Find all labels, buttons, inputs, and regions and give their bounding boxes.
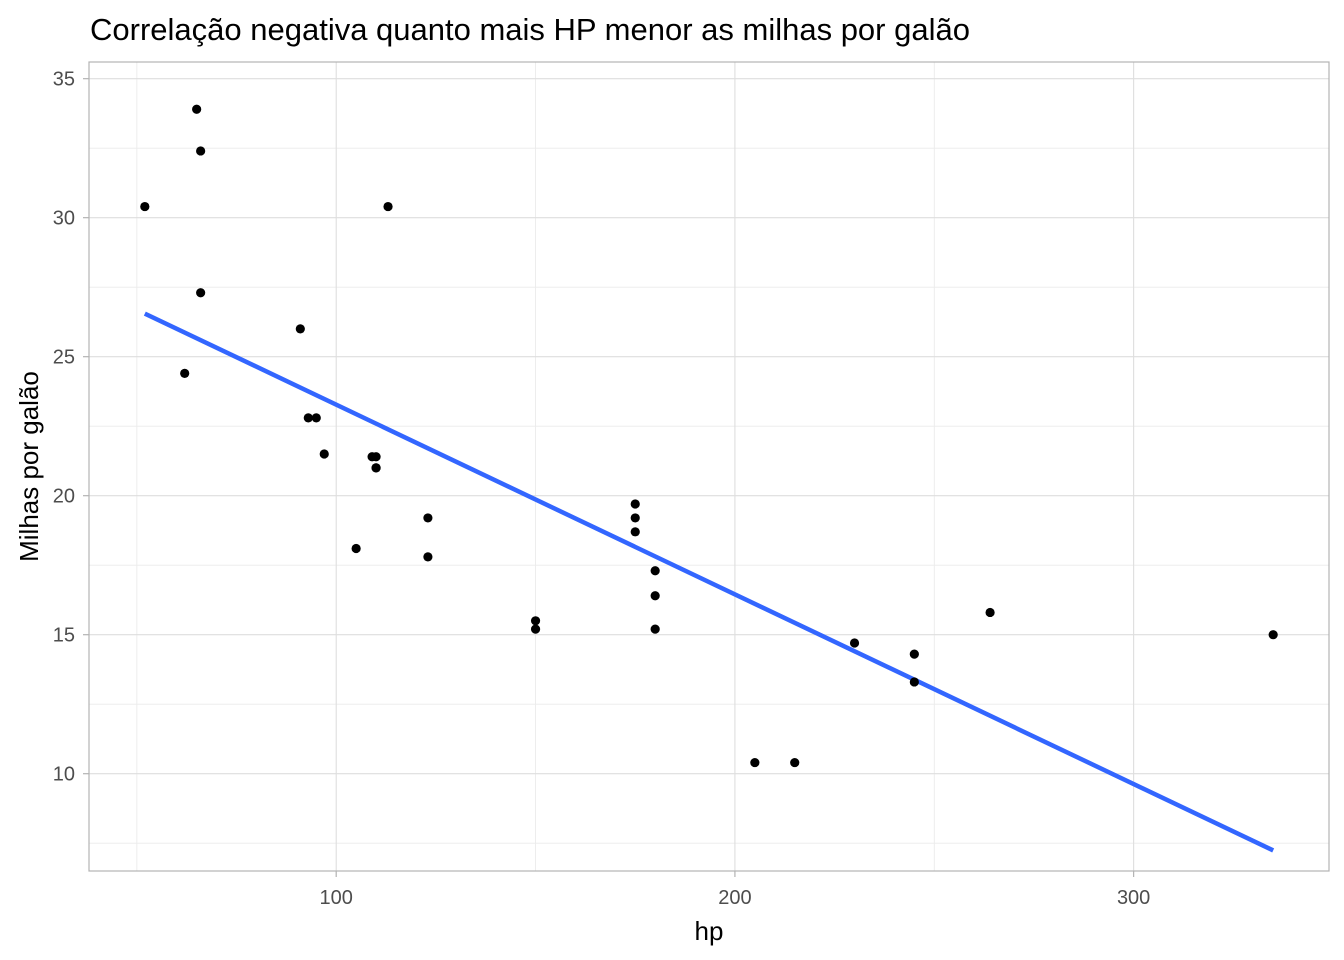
data-point bbox=[295, 324, 305, 334]
y-tick-label: 35 bbox=[53, 69, 75, 91]
data-point bbox=[140, 201, 150, 212]
minor-gridlines bbox=[89, 62, 1329, 871]
data-point bbox=[196, 288, 206, 298]
data-point bbox=[371, 463, 381, 473]
data-point bbox=[750, 757, 760, 768]
data-point bbox=[383, 201, 393, 212]
y-axis-title: Milhas por galão bbox=[14, 371, 44, 562]
x-axis-title: hp bbox=[695, 916, 724, 946]
chart-title: Correlação negativa quanto mais HP menor… bbox=[90, 12, 970, 47]
data-point bbox=[530, 616, 541, 626]
x-tick-label: 100 bbox=[320, 887, 353, 909]
data-point bbox=[630, 499, 640, 509]
data-point bbox=[630, 513, 640, 523]
trend-line bbox=[143, 311, 1275, 853]
data-point bbox=[909, 677, 919, 687]
y-tick-label: 10 bbox=[53, 764, 75, 786]
data-point bbox=[790, 757, 800, 768]
trend-line-group bbox=[143, 311, 1275, 853]
y-tick-label: 20 bbox=[53, 486, 75, 508]
data-point bbox=[423, 513, 433, 523]
y-tick-label: 15 bbox=[53, 625, 75, 647]
panel-border bbox=[88, 61, 1330, 872]
data-point bbox=[1268, 630, 1278, 640]
data-point bbox=[311, 413, 321, 423]
data-point bbox=[371, 452, 381, 462]
data-point bbox=[530, 624, 541, 634]
data-point bbox=[180, 368, 190, 378]
x-tick-label: 300 bbox=[1117, 887, 1150, 909]
y-tick-label: 30 bbox=[53, 208, 75, 230]
data-point bbox=[985, 607, 995, 618]
data-points bbox=[140, 104, 1278, 768]
data-point bbox=[303, 413, 313, 423]
x-tick-label: 200 bbox=[718, 887, 751, 909]
major-gridlines bbox=[89, 62, 1329, 871]
data-point bbox=[909, 649, 919, 659]
data-point bbox=[423, 552, 433, 562]
data-point bbox=[650, 624, 660, 634]
data-point bbox=[650, 566, 660, 576]
data-point bbox=[351, 543, 361, 554]
y-axis-ticks: 10 15 20 25 30 35 bbox=[53, 69, 89, 786]
data-point bbox=[319, 449, 329, 459]
data-point bbox=[849, 638, 860, 648]
data-point bbox=[630, 527, 640, 537]
x-axis-ticks: 100 200 300 bbox=[320, 871, 1150, 909]
data-point bbox=[196, 146, 206, 156]
y-tick-label: 25 bbox=[53, 347, 75, 369]
data-point bbox=[650, 591, 660, 601]
data-point bbox=[192, 104, 202, 114]
